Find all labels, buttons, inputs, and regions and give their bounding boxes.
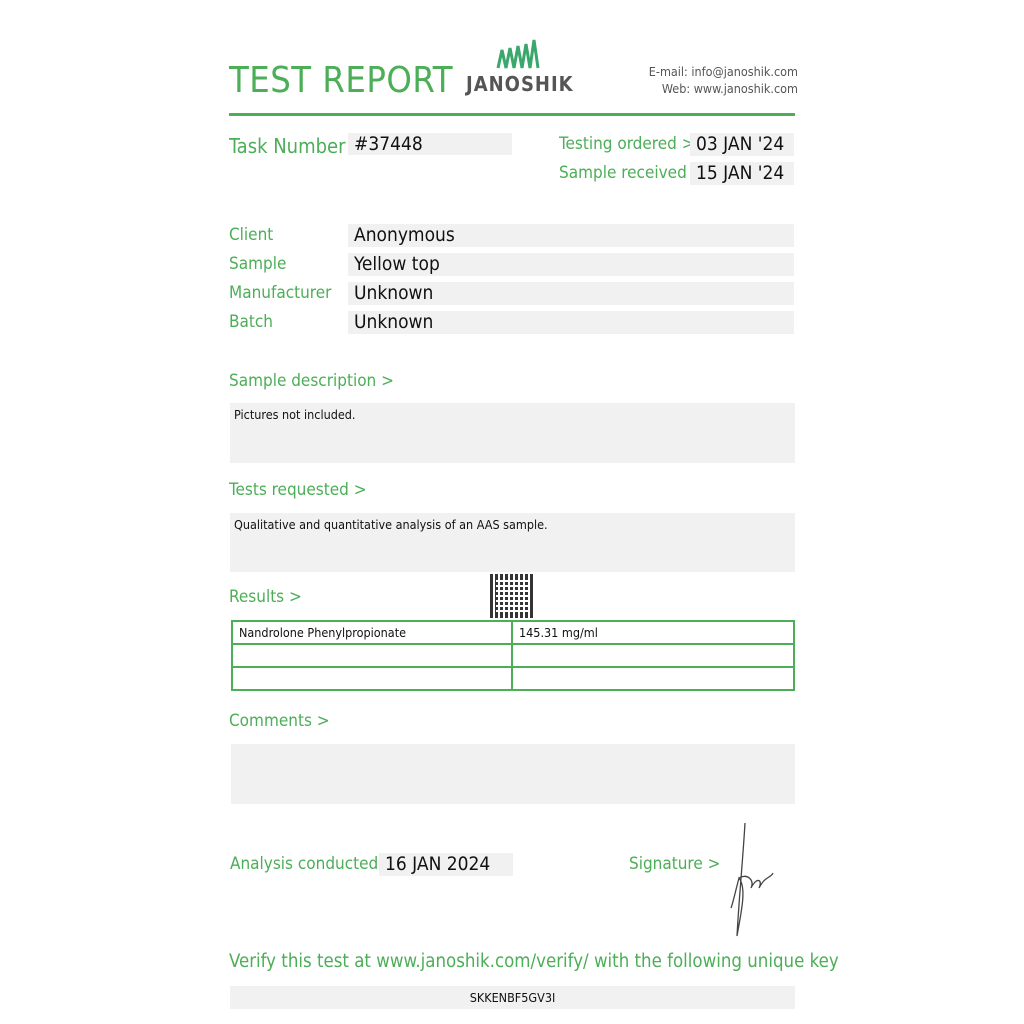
logo-mark-icon <box>496 39 540 69</box>
results-label: Results > <box>229 587 302 607</box>
table-row <box>231 666 795 691</box>
sample-description-label: Sample description > <box>229 371 394 391</box>
analysis-conducted-value: 16 JAN 2024 <box>379 853 513 876</box>
comments-value <box>231 744 795 804</box>
sample-description-value: Pictures not included. <box>230 403 795 463</box>
compound-cell <box>231 643 513 668</box>
qr-code-icon <box>490 574 535 618</box>
signature-image <box>730 822 774 937</box>
sample-received-label: Sample received > <box>559 163 705 183</box>
verification-key: SKKENBF5GV3I <box>230 986 795 1009</box>
amount-cell <box>511 666 795 691</box>
batch-label: Batch <box>229 312 273 332</box>
table-row: Nandrolone Phenylpropionate 145.31 mg/ml <box>231 620 795 645</box>
sample-value: Yellow top <box>348 253 794 276</box>
testing-ordered-value: 03 JAN '24 <box>690 133 794 156</box>
sample-label: Sample <box>229 254 287 274</box>
results-table: Nandrolone Phenylpropionate 145.31 mg/ml <box>231 620 795 691</box>
client-label: Client <box>229 225 274 245</box>
janoshik-logo: JANOSHIK <box>466 36 573 96</box>
task-number-label: Task Number <box>229 134 346 158</box>
analysis-conducted-label: Analysis conducted > <box>230 854 396 874</box>
logo-text: JANOSHIK <box>466 72 574 96</box>
web-label: Web: <box>661 81 691 96</box>
amount-cell <box>511 643 795 668</box>
email-link[interactable]: info@janoshik.com <box>691 64 798 79</box>
task-number-value: #37448 <box>348 133 512 155</box>
email-label: E-mail: <box>648 64 688 79</box>
signature-label: Signature > <box>629 854 721 874</box>
tests-requested-value: Qualitative and quantitative analysis of… <box>230 513 795 572</box>
header-divider <box>229 113 795 116</box>
amount-cell: 145.31 mg/ml <box>511 620 795 645</box>
manufacturer-label: Manufacturer <box>229 283 332 303</box>
web-link[interactable]: www.janoshik.com <box>693 81 798 96</box>
compound-cell: Nandrolone Phenylpropionate <box>231 620 513 645</box>
manufacturer-value: Unknown <box>348 282 794 305</box>
testing-ordered-label: Testing ordered > <box>559 134 695 154</box>
tests-requested-label: Tests requested > <box>229 480 367 500</box>
sample-received-value: 15 JAN '24 <box>690 162 794 185</box>
verify-text: Verify this test at www.janoshik.com/ver… <box>229 951 839 972</box>
table-row <box>231 643 795 668</box>
contact-info: E-mail: info@janoshik.com Web: www.janos… <box>649 63 798 97</box>
report-title: TEST REPORT <box>229 60 453 101</box>
batch-value: Unknown <box>348 311 794 334</box>
compound-cell <box>231 666 513 691</box>
comments-label: Comments > <box>229 711 330 731</box>
client-value: Anonymous <box>348 224 794 247</box>
